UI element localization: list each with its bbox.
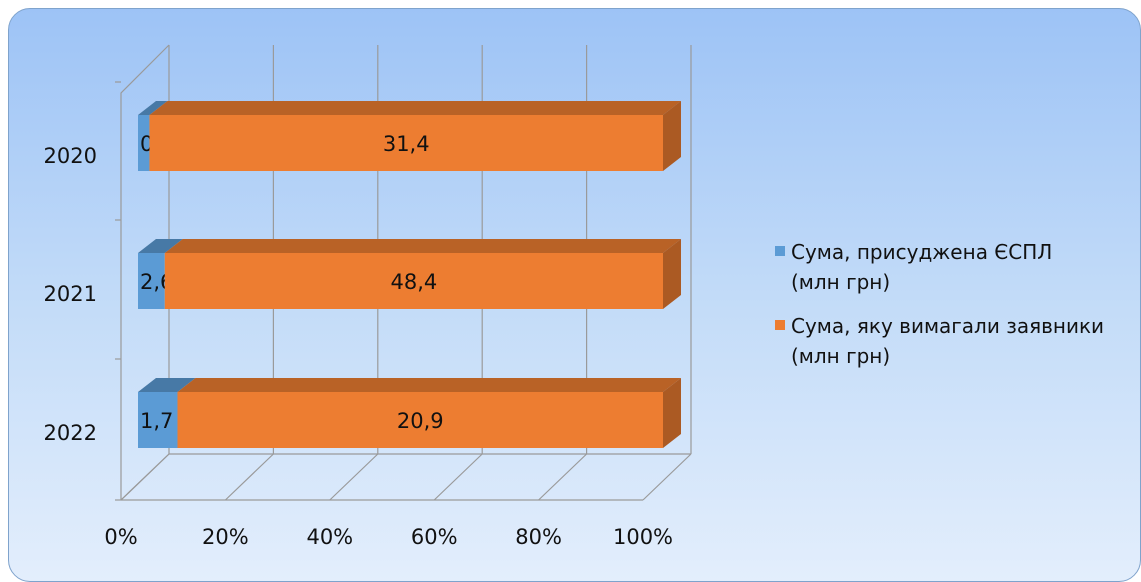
floor-gridline-5 [642, 453, 692, 501]
bar-top-face [138, 378, 196, 392]
x-tick-label: 60% [411, 525, 458, 549]
x-tick-label: 20% [202, 525, 249, 549]
legend-label-awarded: Сума, присуджена ЄСПЛ (млн грн) [791, 240, 1053, 294]
data-label: 31,4 [383, 132, 430, 156]
bar-top-face [149, 101, 681, 115]
floor-gridline-2 [329, 453, 379, 501]
y-category-label: 2020 [44, 144, 97, 168]
bar-top-face [164, 239, 681, 253]
side-wall [120, 44, 170, 500]
chart-frame: 0%20%40%60%80%100%20200,731,420212,648,4… [8, 8, 1141, 582]
x-tick-label: 100% [613, 525, 673, 549]
y-category-label: 2021 [44, 282, 97, 306]
data-label: 20,9 [397, 409, 444, 433]
bar-awarded-2020 [138, 115, 150, 171]
data-label: 1,7 [140, 409, 173, 433]
bar-claimed-2021 [164, 253, 663, 309]
bar-claimed-2020 [149, 115, 663, 171]
legend-item-claimed: Сума, яку вимагали заявники (млн грн) [775, 311, 1140, 371]
x-tick-label: 0% [104, 525, 137, 549]
bar-side-face [663, 239, 681, 309]
x-tick-label: 80% [515, 525, 562, 549]
y-category-label: 2022 [44, 421, 97, 445]
bar-top-face [138, 101, 168, 115]
bar-side-face [663, 101, 681, 171]
data-label: 48,4 [390, 270, 437, 294]
legend: Сума, присуджена ЄСПЛ (млн грн) Сума, як… [775, 237, 1140, 385]
bar-side-face [663, 378, 681, 448]
bar-awarded-2022 [138, 392, 178, 448]
floor-gridline-1 [224, 453, 274, 501]
floor-gridline-4 [538, 453, 588, 501]
legend-swatch-awarded [775, 246, 785, 256]
bar-chart: 0%20%40%60%80%100%20200,731,420212,648,4… [44, 44, 692, 549]
bar-top-face [138, 239, 183, 253]
floor-gridline-0 [120, 453, 170, 501]
x-tick-label: 40% [306, 525, 353, 549]
legend-label-claimed: Сума, яку вимагали заявники (млн грн) [791, 314, 1105, 368]
bar-awarded-2021 [138, 253, 165, 309]
bar-top-face [177, 378, 681, 392]
legend-swatch-claimed [775, 320, 785, 330]
floor-gridline-3 [433, 453, 483, 501]
bar-claimed-2022 [177, 392, 663, 448]
legend-item-awarded: Сума, присуджена ЄСПЛ (млн грн) [775, 237, 1140, 297]
